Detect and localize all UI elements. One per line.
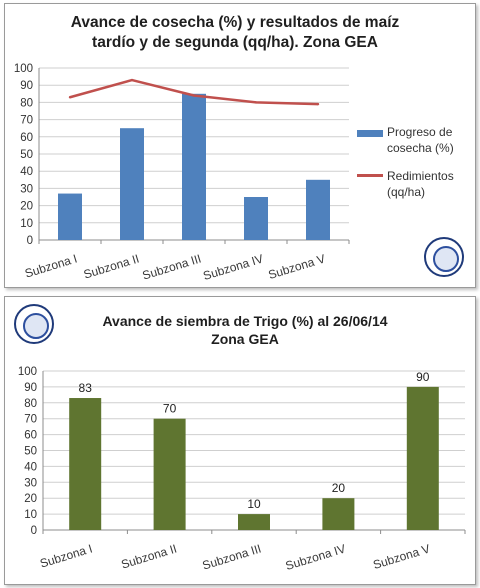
bar-data-label: 70 — [163, 402, 177, 416]
harvest-title-line-1: Avance de cosecha (%) y resultados de ma… — [70, 14, 400, 31]
harvest-legend: Progreso de cosecha (%) Redimientos (qq/… — [357, 124, 472, 212]
y-tick-label: 80 — [24, 398, 37, 410]
y-tick-label: 80 — [20, 97, 33, 109]
harvest-chart-title: Avance de cosecha (%) y resultados de ma… — [55, 13, 415, 53]
x-category-label: Subzona II — [120, 541, 179, 571]
x-category-label: Subzona V — [371, 541, 431, 572]
wheat-chart-title: Avance de siembra de Trigo (%) al 26/06/… — [65, 312, 425, 348]
y-tick-label: 70 — [24, 414, 37, 426]
harvest-chart-panel: Avance de cosecha (%) y resultados de ma… — [4, 3, 476, 288]
bar — [69, 398, 102, 530]
legend-item-progress: Progreso de cosecha (%) — [357, 124, 472, 156]
y-tick-label: 50 — [20, 149, 33, 161]
y-tick-label: 40 — [20, 166, 33, 178]
y-tick-label: 0 — [27, 235, 33, 247]
bar — [238, 514, 270, 530]
x-category-label: Subzona I — [23, 251, 79, 280]
harvest-title-line-2: tardío y de segunda (qq/ha). Zona GEA — [92, 34, 378, 51]
wheat-title-line-1: Avance de siembra de Trigo (%) al 26/06/… — [102, 313, 388, 329]
wheat-sowing-chart-panel: Avance de siembra de Trigo (%) al 26/06/… — [4, 296, 476, 585]
y-tick-label: 70 — [20, 115, 33, 127]
legend-yield-line-1: Redimientos — [387, 169, 454, 183]
legend-yield-line-2: (qq/ha) — [387, 185, 426, 199]
legend-item-yield: Redimientos (qq/ha) — [357, 168, 472, 200]
yield-point — [254, 101, 258, 104]
bar — [306, 179, 330, 240]
bar — [120, 128, 144, 240]
bar-data-label: 10 — [247, 497, 261, 511]
y-tick-label: 30 — [24, 477, 37, 489]
y-tick-label: 100 — [14, 63, 33, 75]
legend-swatch-progress — [357, 130, 383, 137]
bar — [406, 386, 439, 530]
x-category-label: Subzona IV — [284, 541, 347, 573]
y-tick-label: 20 — [24, 493, 37, 505]
yield-point — [192, 94, 196, 97]
y-tick-label: 30 — [20, 183, 33, 195]
legend-progress-line-2: cosecha (%) — [387, 141, 454, 155]
y-tick-label: 10 — [24, 509, 37, 521]
institution-seal-icon — [14, 304, 54, 344]
yield-point — [130, 78, 134, 82]
yield-point — [68, 96, 72, 99]
x-category-label: Subzona II — [82, 251, 141, 281]
bar-data-label: 83 — [79, 381, 93, 395]
bar — [182, 93, 206, 240]
y-tick-label: 90 — [20, 80, 33, 92]
y-tick-label: 100 — [18, 366, 37, 378]
y-tick-label: 90 — [24, 382, 37, 394]
wheat-title-line-2: Zona GEA — [211, 331, 279, 347]
bar — [244, 197, 268, 240]
x-category-label: Subzona IV — [201, 251, 264, 283]
y-tick-label: 20 — [20, 201, 33, 213]
y-tick-label: 0 — [31, 525, 37, 537]
y-tick-label: 40 — [24, 461, 37, 473]
bar-data-label: 20 — [332, 481, 346, 495]
legend-swatch-yield — [357, 174, 383, 177]
wheat-sowing-chart: 0 10 20 30 40 50 60 70 80 90 100 83 70 10 20 90 Subzona … — [18, 366, 466, 573]
bar — [153, 418, 186, 530]
bar — [58, 193, 82, 240]
legend-progress-line-1: Progreso de — [387, 125, 453, 139]
y-tick-label: 60 — [20, 132, 33, 144]
x-category-label: Subzona III — [201, 541, 263, 572]
x-category-label: Subzona III — [141, 251, 203, 282]
yield-point — [316, 102, 320, 106]
institution-seal-icon — [424, 237, 464, 277]
y-tick-label: 60 — [24, 430, 37, 442]
y-tick-label: 10 — [20, 218, 33, 230]
x-category-label: Subzona I — [38, 541, 94, 570]
bar-data-label: 90 — [416, 370, 430, 384]
x-category-label: Subzona V — [267, 251, 327, 282]
y-tick-label: 50 — [24, 446, 37, 458]
bar — [322, 498, 355, 530]
